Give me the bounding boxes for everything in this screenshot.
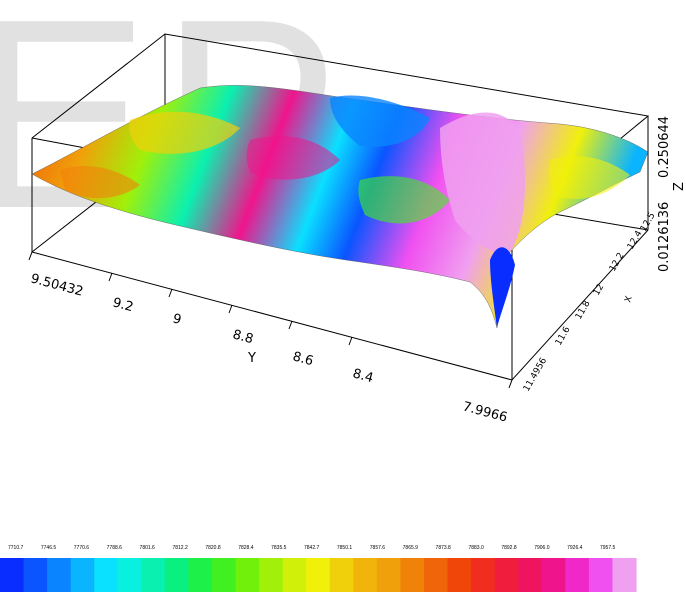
x-tick-label: 12.2 <box>608 251 627 273</box>
colorbar-cell <box>306 558 331 592</box>
colorbar-label: 7906.0 <box>534 545 550 551</box>
colorbar-cell <box>612 558 637 592</box>
z-tick-label: 0.250644 <box>657 116 672 178</box>
colorbar-label: 7710.7 <box>8 545 24 551</box>
colorbar-label: 7883.0 <box>468 545 484 551</box>
y-tick-mark <box>288 320 293 330</box>
surface-mesh <box>31 85 649 329</box>
colorbar-cell <box>471 558 496 592</box>
colorbar-label: 7857.6 <box>370 545 386 551</box>
y-tick-mark <box>228 304 233 314</box>
colorbar-cell <box>70 558 95 592</box>
x-tick-label: 12 <box>592 283 606 298</box>
colorbar: 7710.7 7746.5 7770.6 7788.6 7801.6 7812.2 7820… <box>0 545 637 592</box>
colorbar-cell <box>141 558 166 592</box>
z-axis-title: Z <box>672 182 686 191</box>
y-axis-ticks: 9.50432 9.2 9 8.8 8.6 8.4 7.9966 <box>29 271 509 425</box>
y-axis-title: Y <box>247 351 256 366</box>
colorbar-label: 7828.4 <box>238 545 254 551</box>
colorbar-label: 7892.8 <box>501 545 517 551</box>
colorbar-label: 7926.4 <box>567 545 583 551</box>
z-tick-label: 0.0126136 <box>657 202 672 272</box>
colorbar-cell <box>329 558 354 592</box>
colorbar-cell <box>400 558 425 592</box>
colorbar-label: 7957.5 <box>600 545 616 551</box>
colorbar-cell <box>494 558 519 592</box>
colorbar-cell <box>23 558 48 592</box>
colorbar-cell <box>565 558 590 592</box>
z-axis-ticks: 0.0126136 0.250644 <box>657 116 672 272</box>
colorbar-label: 7746.5 <box>41 545 57 551</box>
colorbar-label: 7850.1 <box>337 545 353 551</box>
colorbar-label: 7865.9 <box>403 545 419 551</box>
colorbar-cell <box>47 558 72 592</box>
y-tick-mark <box>28 251 33 261</box>
colorbar-cell <box>117 558 142 592</box>
x-tick-label: 11.6 <box>554 325 573 348</box>
colorbar-label: 7801.6 <box>140 545 156 551</box>
y-tick-label: 8.6 <box>291 349 315 369</box>
x-tick-label: 11.8 <box>574 299 593 322</box>
y-tick-marks <box>28 251 513 389</box>
colorbar-cell <box>376 558 402 592</box>
x-tick-label: 11.4956 <box>522 356 549 393</box>
y-tick-label: 8.4 <box>351 366 375 386</box>
colorbar-cell <box>588 558 614 592</box>
colorbar-cell <box>188 558 213 592</box>
colorbar-label: 7820.8 <box>205 545 221 551</box>
x-tick-label: 12.4 <box>626 229 645 252</box>
x-tick-label: 12.5 <box>639 211 658 233</box>
y-tick-label: 7.9966 <box>461 399 509 425</box>
colorbar-label: 7788.6 <box>107 545 123 551</box>
colorbar-cell <box>447 558 472 592</box>
y-tick-mark <box>108 272 113 282</box>
colorbar-label: 7812.2 <box>172 545 188 551</box>
colorbar-cell <box>94 558 119 592</box>
colorbar-label: 7842.7 <box>304 545 320 551</box>
colorbar-label: 7835.5 <box>271 545 287 551</box>
colorbar-cell <box>424 558 449 592</box>
colorbar-label: 7873.8 <box>436 545 452 551</box>
colorbar-cell <box>518 558 543 592</box>
y-tick-label: 9.50432 <box>29 271 85 299</box>
colorbar-cell <box>259 558 284 592</box>
y-tick-mark <box>348 336 353 346</box>
colorbar-label: 7770.6 <box>74 545 90 551</box>
colorbar-cell <box>282 558 307 592</box>
y-tick-mark <box>168 288 173 298</box>
x-axis-title: X <box>623 295 634 304</box>
y-tick-label: 8.8 <box>231 327 255 347</box>
colorbar-cell <box>353 558 378 592</box>
y-tick-mark <box>508 379 513 389</box>
y-tick-label: 9.2 <box>111 295 135 315</box>
colorbar-cell <box>235 558 260 592</box>
colorbar-cell <box>0 558 25 592</box>
colorbar-cell <box>541 558 566 592</box>
axis-titles: Y X Z <box>247 182 686 366</box>
colorbar-cell <box>212 558 237 592</box>
colorbar-cell <box>164 558 190 592</box>
y-tick-label: 9 <box>171 311 183 328</box>
